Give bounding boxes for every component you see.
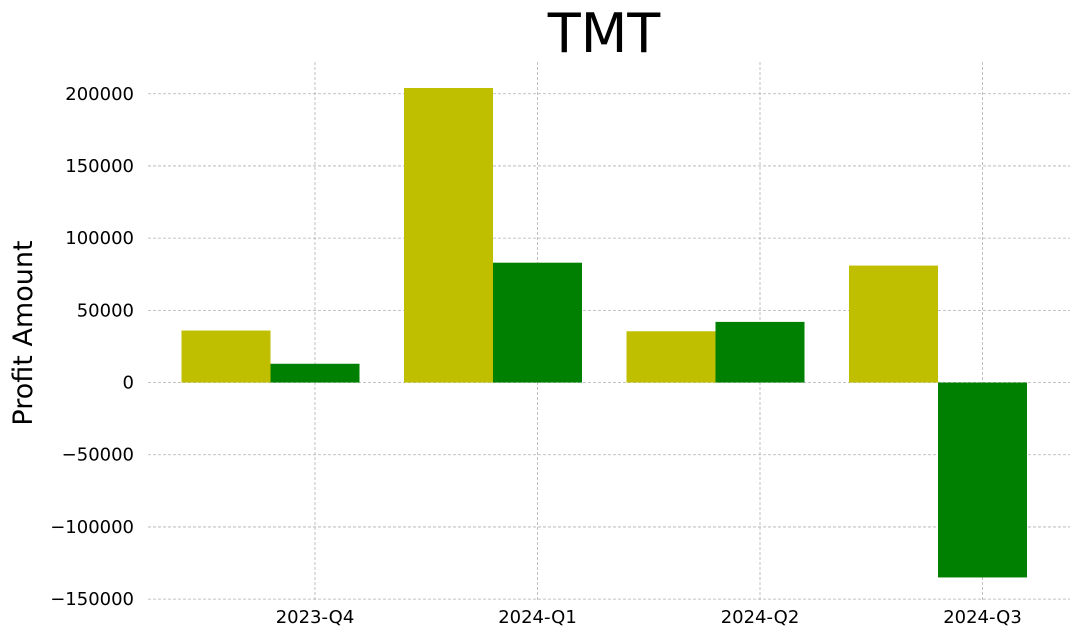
bars (181, 87, 1027, 578)
bar-series1-2024-Q3 (849, 265, 938, 383)
bar-series1-2024-Q2 (626, 331, 716, 383)
x-tick-label: 2024-Q1 (498, 607, 577, 628)
x-tick-label: 2024-Q3 (943, 607, 1022, 628)
chart-title: TMT (547, 2, 662, 65)
y-axis-label: Profit Amount (8, 240, 39, 425)
y-tick-label: −50000 (62, 445, 134, 466)
y-tick-label: 200000 (65, 84, 134, 105)
bar-series1-2023-Q4 (181, 330, 271, 383)
y-tick-label: 150000 (65, 156, 134, 177)
bar-series2-2024-Q3 (938, 382, 1027, 578)
bar-series2-2023-Q4 (270, 363, 360, 383)
y-tick-label: −150000 (50, 589, 134, 610)
y-tick-label: 50000 (77, 300, 134, 321)
bar-series1-2024-Q1 (404, 87, 493, 383)
y-tick-labels: −150000 −100000 −50000 0 50000 100000 150000 20… (50, 84, 134, 610)
bar-series2-2024-Q2 (715, 321, 805, 383)
x-tick-label: 2024-Q2 (721, 607, 800, 628)
y-tick-label: 0 (123, 373, 134, 394)
y-tick-label: 100000 (65, 228, 134, 249)
x-tick-label: 2023-Q4 (276, 607, 355, 628)
x-tick-labels: 2023-Q4 2024-Q1 2024-Q2 2024-Q3 (276, 607, 1022, 628)
bar-series2-2024-Q1 (493, 262, 582, 383)
y-tick-label: −100000 (50, 517, 134, 538)
